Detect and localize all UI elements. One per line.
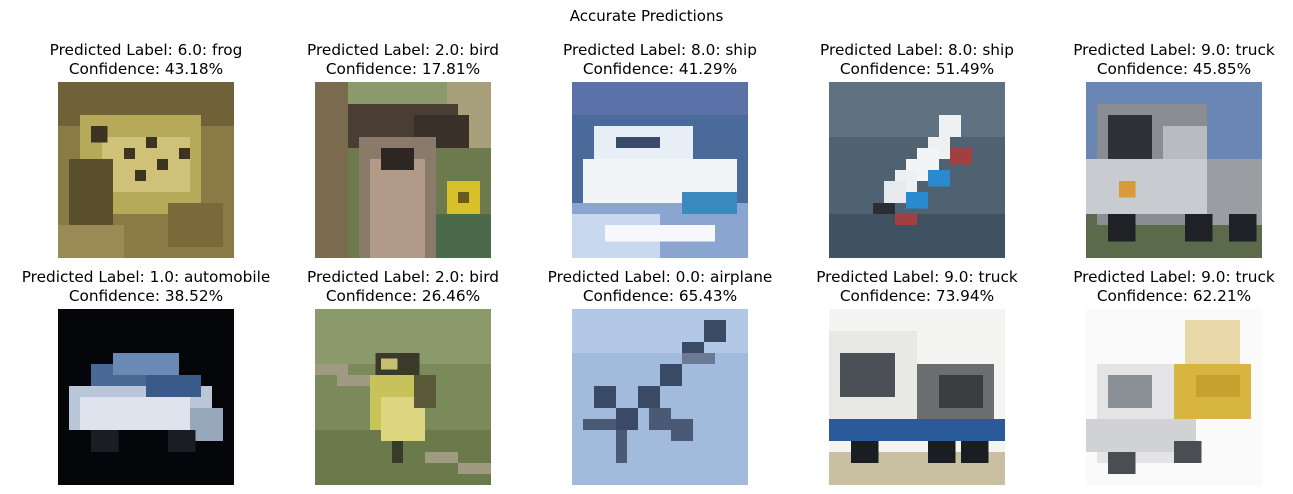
confidence-label: Confidence: 65.43% [582,287,738,305]
predicted-label: Predicted Label: 9.0: truck [1073,268,1275,286]
predicted-label: Predicted Label: 0.0: airplane [547,268,773,286]
predicted-label: Predicted Label: 8.0: ship [820,41,1014,59]
prediction-title: Predicted Label: 9.0: truck Confidence: … [779,268,1055,306]
prediction-title: Predicted Label: 6.0: frog Confidence: 4… [8,41,284,79]
bird-image [315,82,491,258]
prediction-title: Predicted Label: 8.0: ship Confidence: 4… [522,41,798,79]
ship-image [829,82,1005,258]
boat-image [572,82,748,258]
confidence-label: Confidence: 41.29% [582,60,738,78]
prediction-title: Predicted Label: 8.0: ship Confidence: 5… [779,41,1055,79]
confidence-label: Confidence: 26.46% [325,287,481,305]
truck-image [1086,82,1262,258]
prediction-title: Predicted Label: 9.0: truck Confidence: … [1036,41,1293,79]
confidence-label: Confidence: 73.94% [839,287,995,305]
predicted-label: Predicted Label: 6.0: frog [49,41,243,59]
predicted-label: Predicted Label: 8.0: ship [563,41,757,59]
prediction-title: Predicted Label: 1.0: automobile Confide… [8,268,284,306]
predicted-label: Predicted Label: 2.0: bird [307,268,499,286]
predicted-label: Predicted Label: 1.0: automobile [21,268,271,286]
confidence-label: Confidence: 17.81% [325,60,481,78]
prediction-title: Predicted Label: 0.0: airplane Confidenc… [522,268,798,306]
confidence-label: Confidence: 62.21% [1096,287,1252,305]
predicted-label: Predicted Label: 9.0: truck [816,268,1018,286]
confidence-label: Confidence: 51.49% [839,60,995,78]
confidence-label: Confidence: 45.85% [1096,60,1252,78]
tow-truck-image [829,309,1005,485]
airplane-image [572,309,748,485]
frog-image [58,82,234,258]
confidence-label: Confidence: 38.52% [68,287,224,305]
car-image [58,309,234,485]
figure-title: Accurate Predictions [569,7,724,25]
prediction-title: Predicted Label: 2.0: bird Confidence: 2… [265,268,541,306]
prediction-title: Predicted Label: 9.0: truck Confidence: … [1036,268,1293,306]
confidence-label: Confidence: 43.18% [68,60,224,78]
predicted-label: Predicted Label: 2.0: bird [307,41,499,59]
predicted-label: Predicted Label: 9.0: truck [1073,41,1275,59]
perched-bird-image [315,309,491,485]
prediction-title: Predicted Label: 2.0: bird Confidence: 1… [265,41,541,79]
dump-truck-image [1086,309,1262,485]
